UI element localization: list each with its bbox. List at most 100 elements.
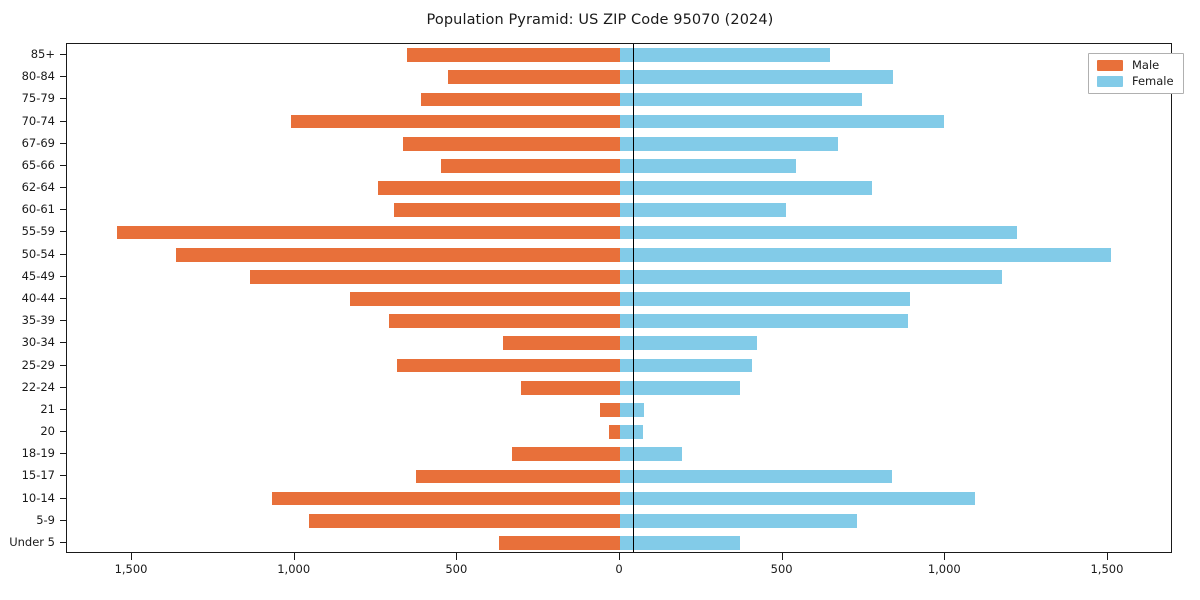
chart-title: Population Pyramid: US ZIP Code 95070 (2… (426, 12, 774, 28)
pyramid-row (67, 269, 1171, 284)
bar-male-50-54 (176, 247, 620, 262)
y-tick-label-15-17: 15-17 (21, 468, 55, 483)
pyramid-row (67, 292, 1171, 306)
y-tick-label-5-9: 5-9 (36, 512, 55, 527)
bar-female-45-49 (620, 269, 1003, 284)
pyramid-row (67, 336, 1171, 351)
y-tick-mark (59, 231, 66, 233)
bar-male-20 (609, 425, 620, 439)
pyramid-row (67, 114, 1171, 129)
y-tick-label-10-14: 10-14 (21, 490, 55, 505)
y-tick-mark (59, 76, 66, 78)
bar-female-50-54 (620, 247, 1112, 262)
bar-female-67-69 (620, 136, 838, 151)
x-tick-label: 1,500 (1090, 562, 1124, 576)
y-tick-mark (59, 298, 66, 299)
bar-female-20 (620, 425, 644, 439)
y-tick-mark (59, 386, 66, 388)
bar-female-62-64 (620, 181, 873, 195)
legend-item-male[interactable]: Male (1097, 59, 1174, 71)
bar-male-22-24 (521, 380, 620, 395)
bar-female-85- (620, 48, 830, 62)
chart-legend: Male Female (1088, 53, 1184, 94)
bar-female-75-79 (620, 92, 863, 107)
y-tick-mark (59, 475, 66, 477)
y-tick-label-20: 20 (40, 424, 55, 439)
pyramid-row (67, 48, 1171, 62)
bar-female-80-84 (620, 70, 894, 85)
x-tick-mark (456, 553, 458, 560)
bar-male-18-19 (511, 447, 620, 462)
y-tick-label-62-64: 62-64 (21, 180, 55, 195)
bar-male-55-59 (116, 225, 620, 240)
bar-female-65-66 (620, 159, 796, 173)
bar-male-65-66 (441, 159, 620, 173)
bar-female-55-59 (620, 225, 1017, 240)
plot-area (66, 43, 1172, 553)
bar-male-62-64 (377, 181, 620, 195)
y-tick-mark (59, 342, 66, 344)
pyramid-row (67, 225, 1171, 240)
pyramid-row (67, 447, 1171, 462)
y-tick-label-40-44: 40-44 (21, 291, 55, 305)
x-tick-mark (293, 553, 295, 560)
bar-male-25-29 (396, 358, 620, 373)
bar-female-22-24 (620, 380, 741, 395)
bar-male-5-9 (309, 513, 620, 528)
y-tick-label-21: 21 (40, 401, 55, 416)
x-tick-mark (1106, 553, 1108, 560)
bar-female-30-34 (620, 336, 757, 351)
pyramid-row (67, 380, 1171, 395)
bar-female-21 (620, 402, 645, 417)
legend-swatch-icon (1097, 60, 1123, 71)
bar-female-5-9 (620, 513, 858, 528)
pyramid-row (67, 314, 1171, 329)
x-tick-label: 1,500 (114, 562, 148, 576)
bar-male-40-44 (350, 292, 620, 306)
x-tick-label: 500 (445, 562, 468, 576)
y-tick-mark (59, 541, 66, 543)
bar-male-70-74 (290, 114, 620, 129)
pyramid-row (67, 402, 1171, 417)
y-tick-label-55-59: 55-59 (21, 224, 55, 239)
y-tick-label-35-39: 35-39 (21, 313, 55, 328)
bar-male-30-34 (502, 336, 620, 351)
y-tick-label-75-79: 75-79 (21, 91, 55, 106)
pyramid-row (67, 203, 1171, 218)
bar-male-21 (600, 402, 620, 417)
y-tick-mark (59, 275, 66, 277)
bar-female-under-5 (620, 536, 741, 550)
bar-male-35-39 (389, 314, 620, 329)
x-tick-mark (781, 553, 783, 560)
bar-male-67-69 (403, 136, 620, 151)
bar-male-85- (407, 48, 620, 62)
bar-male-75-79 (420, 92, 620, 107)
y-tick-label-30-34: 30-34 (21, 335, 55, 350)
y-tick-mark (59, 120, 66, 122)
y-tick-label-50-54: 50-54 (21, 246, 55, 261)
y-tick-label-60-61: 60-61 (21, 202, 55, 217)
bar-male-under-5 (498, 536, 620, 550)
bar-female-25-29 (620, 358, 752, 373)
legend-item-female[interactable]: Female (1097, 74, 1174, 88)
y-tick-mark (59, 453, 66, 455)
zero-axis-line (632, 44, 634, 552)
y-tick-mark (59, 364, 66, 366)
x-tick-label: 1,000 (277, 562, 311, 576)
legend-swatch-icon (1097, 76, 1123, 87)
pyramid-row (67, 92, 1171, 107)
legend-label: Female (1132, 74, 1174, 88)
bar-female-40-44 (620, 292, 910, 306)
y-tick-label-70-74: 70-74 (21, 113, 55, 128)
y-tick-mark (59, 98, 66, 100)
y-tick-mark (59, 187, 66, 189)
x-tick-mark (131, 553, 133, 560)
pyramid-row (67, 469, 1171, 484)
bar-female-15-17 (620, 469, 892, 484)
y-tick-label-45-49: 45-49 (21, 268, 55, 283)
x-tick-mark (944, 553, 946, 560)
bar-female-10-14 (620, 491, 975, 506)
pyramid-row (67, 513, 1171, 528)
